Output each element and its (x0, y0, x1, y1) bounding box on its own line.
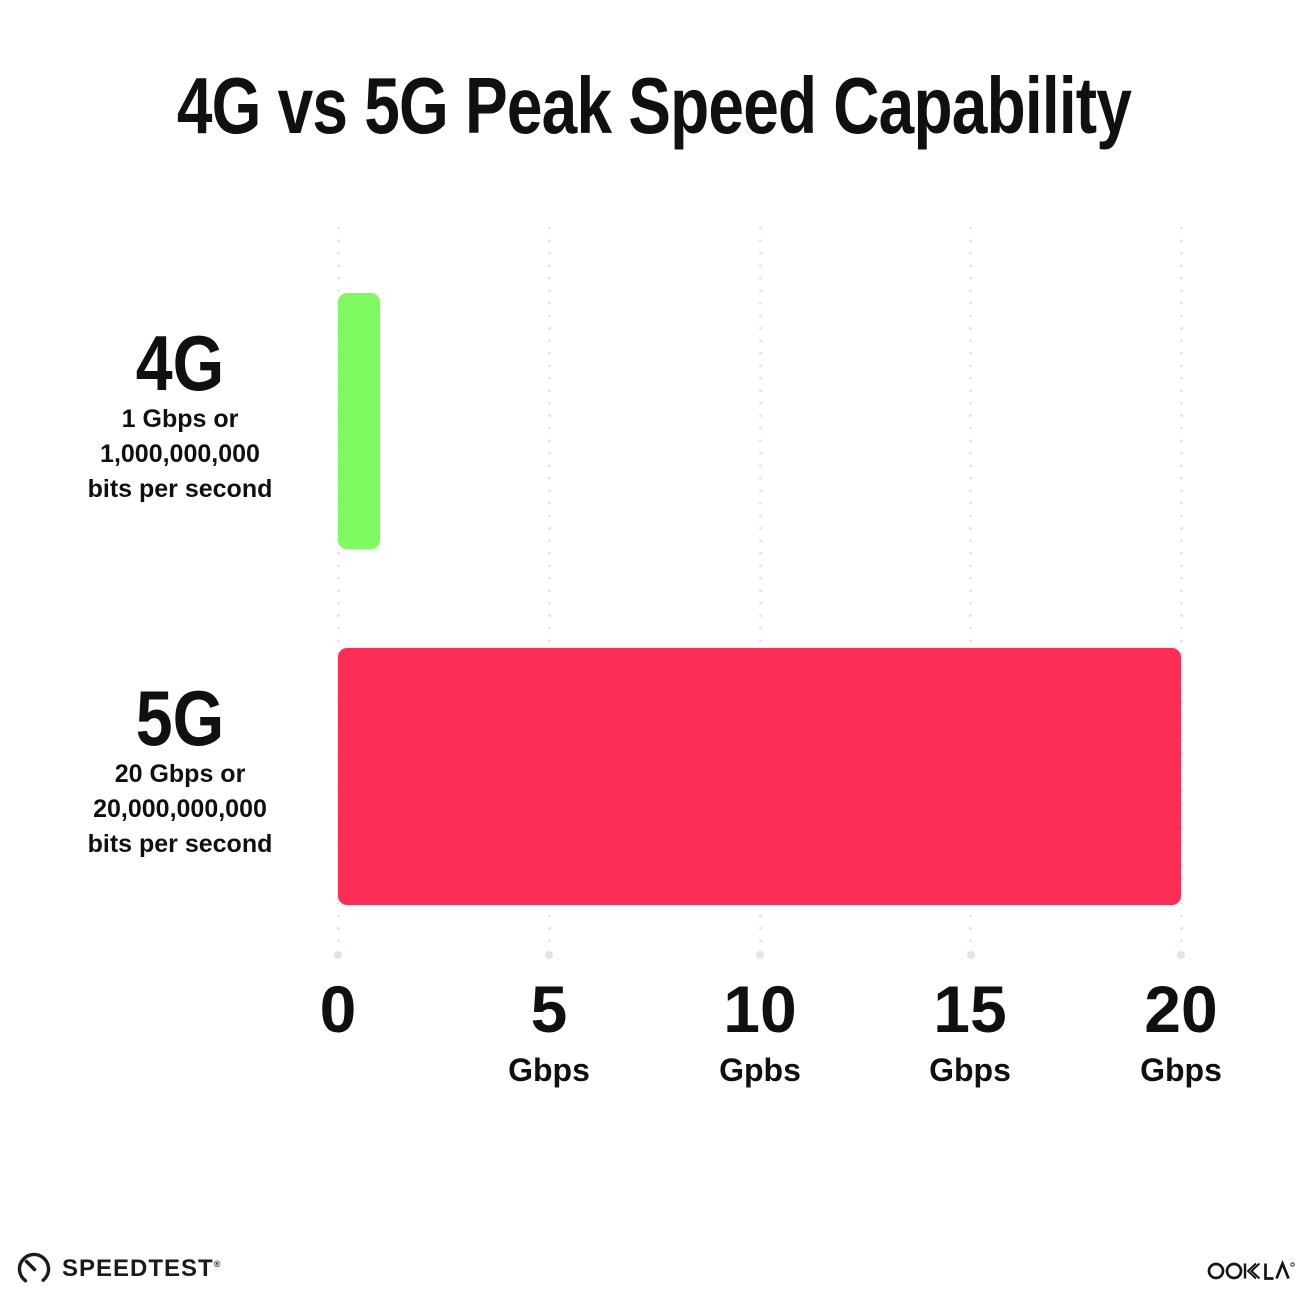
speedtest-gauge-icon (15, 1250, 53, 1288)
x-tick-5-value: 5 (530, 972, 568, 1046)
x-tick-10: 10 Gpbs (650, 976, 870, 1086)
x-tick-20-unit: Gbps (1140, 1052, 1222, 1088)
x-tick-15-value: 15 (933, 972, 1007, 1046)
bar-5g (338, 648, 1181, 905)
row-label-4g: 4G 1 Gbps or 1,000,000,000 bits per seco… (28, 324, 332, 507)
speedtest-logo: SPEEDTEST® (15, 1250, 221, 1288)
bar-4g (338, 293, 381, 549)
x-tick-10-value: 10 (723, 972, 797, 1046)
gridline-5gbps (545, 222, 553, 959)
x-tick-15: 15 Gbps (860, 976, 1080, 1086)
row-label-4g-subline: 1,000,000,000 (100, 440, 260, 468)
gridline-20gbps (1177, 222, 1185, 959)
row-label-4g-subline: 1 Gbps or (121, 405, 239, 433)
row-label-5g-subtext: 20 Gbps or 20,000,000,000 bits per secon… (28, 757, 332, 862)
row-label-4g-subline: bits per second (87, 475, 273, 503)
gridline-0gbps (334, 222, 342, 959)
ookla-logo (1207, 1254, 1295, 1289)
speedtest-trademark: ® (213, 1259, 222, 1269)
gridline-15gbps (966, 222, 975, 959)
x-tick-5: 5 Gbps (439, 976, 659, 1086)
gridline-10gbps (756, 222, 764, 959)
chart-title: 4G vs 5G Peak Speed Capability (176, 60, 1132, 150)
row-label-4g-subtext: 1 Gbps or 1,000,000,000 bits per second (28, 402, 332, 507)
speedtest-wordmark: SPEEDTEST® (62, 1255, 222, 1282)
row-label-5g-subline: bits per second (87, 830, 273, 858)
row-label-5g-title: 5G (135, 674, 225, 762)
x-tick-15-unit: Gbps (929, 1052, 1011, 1088)
x-tick-0: 0 (228, 976, 448, 1054)
x-tick-20-value: 20 (1144, 972, 1218, 1046)
x-tick-5-unit: Gbps (508, 1052, 590, 1088)
row-label-5g: 5G 20 Gbps or 20,000,000,000 bits per se… (28, 679, 332, 862)
x-tick-20: 20 Gbps (1071, 976, 1291, 1086)
row-label-5g-subline: 20 Gbps or (114, 760, 246, 788)
x-tick-0-value: 0 (319, 972, 357, 1046)
ookla-wordmark-icon (1207, 1259, 1295, 1280)
x-tick-10-unit: Gpbs (719, 1052, 801, 1088)
row-label-4g-title: 4G (135, 319, 225, 407)
row-label-5g-subline: 20,000,000,000 (93, 795, 267, 823)
